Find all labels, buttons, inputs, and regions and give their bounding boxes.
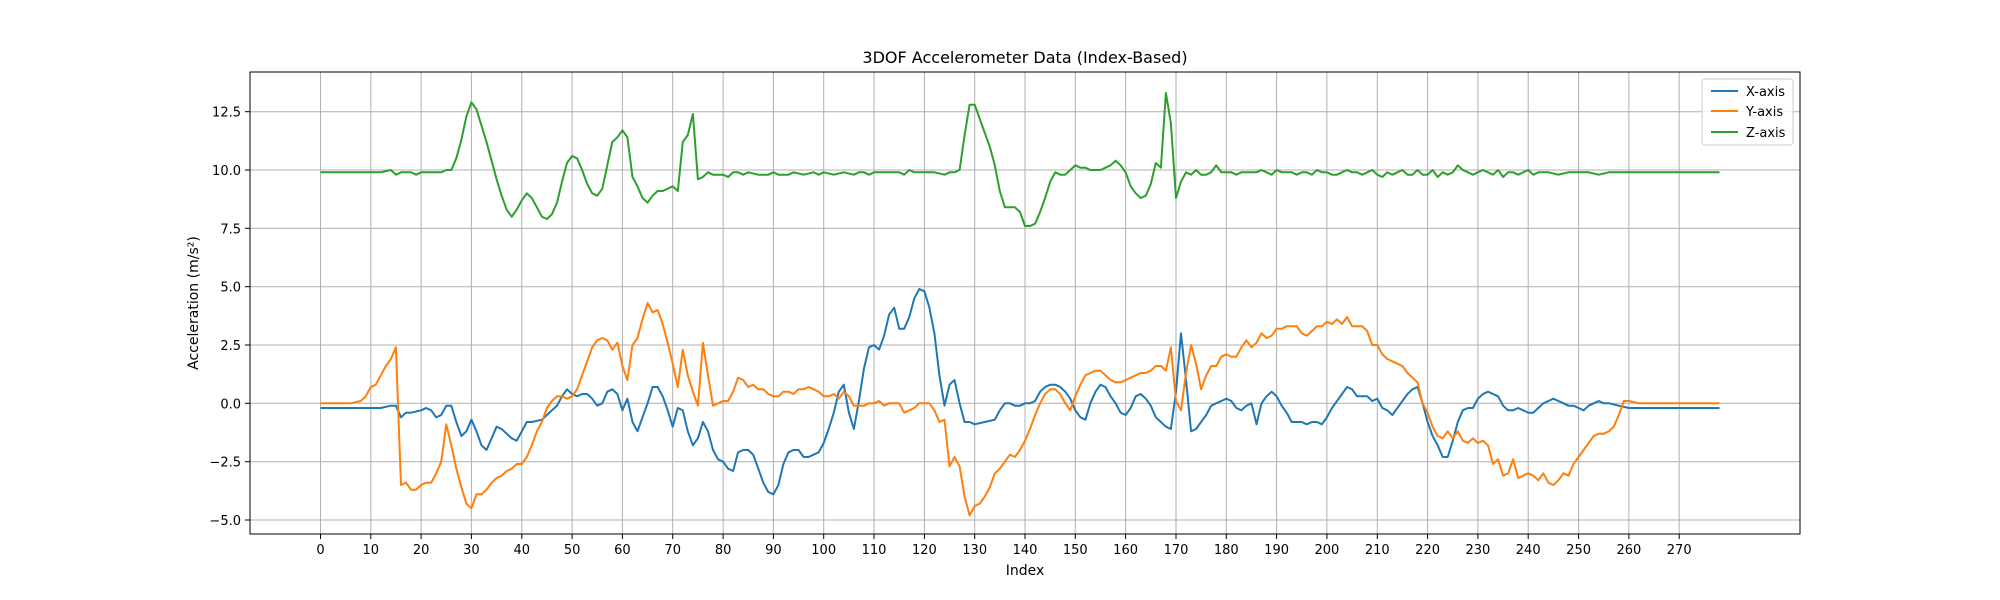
x-tick-label: 190 [1264, 543, 1289, 558]
tick-layer: 0 10 20 30 40 50 60 70 80 90 100 110 120 130 140 150 160… [209, 106, 1691, 558]
legend-label-y: Y-axis [1745, 105, 1783, 120]
x-tick-label: 120 [912, 543, 937, 558]
y-tick-label: 10.0 [212, 164, 241, 179]
series-layer [320, 92, 1720, 517]
y-tick-label: −2.5 [209, 456, 241, 471]
x-tick-label: 180 [1214, 543, 1239, 558]
x-tick-label: 70 [664, 543, 681, 558]
x-tick-label: 60 [614, 543, 631, 558]
x-tick-label: 140 [1013, 543, 1038, 558]
x-tick-label: 130 [962, 543, 987, 558]
legend: X-axis Y-axis Z-axis [1701, 78, 1794, 146]
x-tick-label: 230 [1465, 543, 1490, 558]
x-tick-label: 200 [1314, 543, 1339, 558]
x-tick-label: 0 [316, 543, 324, 558]
x-axis-label: Index [1006, 563, 1045, 579]
y-tick-label: 12.5 [212, 106, 241, 121]
chart-title: 3DOF Accelerometer Data (Index-Based) [862, 48, 1187, 67]
x-tick-label: 50 [564, 543, 581, 558]
legend-label-z: Z-axis [1746, 126, 1786, 141]
x-tick-label: 260 [1616, 543, 1641, 558]
y-tick-label: 0.0 [220, 397, 241, 412]
legend-box [1701, 78, 1794, 146]
x-tick-label: 220 [1415, 543, 1440, 558]
legend-label-x: X-axis [1746, 85, 1785, 100]
y-axis-series-line [320, 302, 1720, 517]
y-tick-label: −5.0 [209, 514, 241, 529]
x-tick-label: 90 [765, 543, 782, 558]
x-tick-label: 250 [1566, 543, 1591, 558]
x-tick-label: 100 [811, 543, 836, 558]
x-tick-label: 270 [1667, 543, 1692, 558]
y-tick-label: 5.0 [220, 281, 241, 296]
x-tick-label: 210 [1365, 543, 1390, 558]
x-axis-series-line [320, 288, 1720, 496]
y-tick-label: 2.5 [220, 339, 241, 354]
x-tick-label: 40 [514, 543, 531, 558]
y-axis-label: Acceleration (m/s²) [186, 236, 202, 370]
y-tick-label: 7.5 [220, 222, 241, 237]
x-tick-label: 110 [862, 543, 887, 558]
x-tick-label: 150 [1063, 543, 1088, 558]
x-tick-label: 170 [1164, 543, 1189, 558]
z-axis-series-line [320, 92, 1720, 227]
x-tick-label: 160 [1113, 543, 1138, 558]
x-tick-label: 80 [715, 543, 732, 558]
x-tick-label: 30 [463, 543, 480, 558]
x-tick-label: 20 [413, 543, 430, 558]
x-tick-label: 10 [363, 543, 380, 558]
x-tick-label: 240 [1516, 543, 1541, 558]
